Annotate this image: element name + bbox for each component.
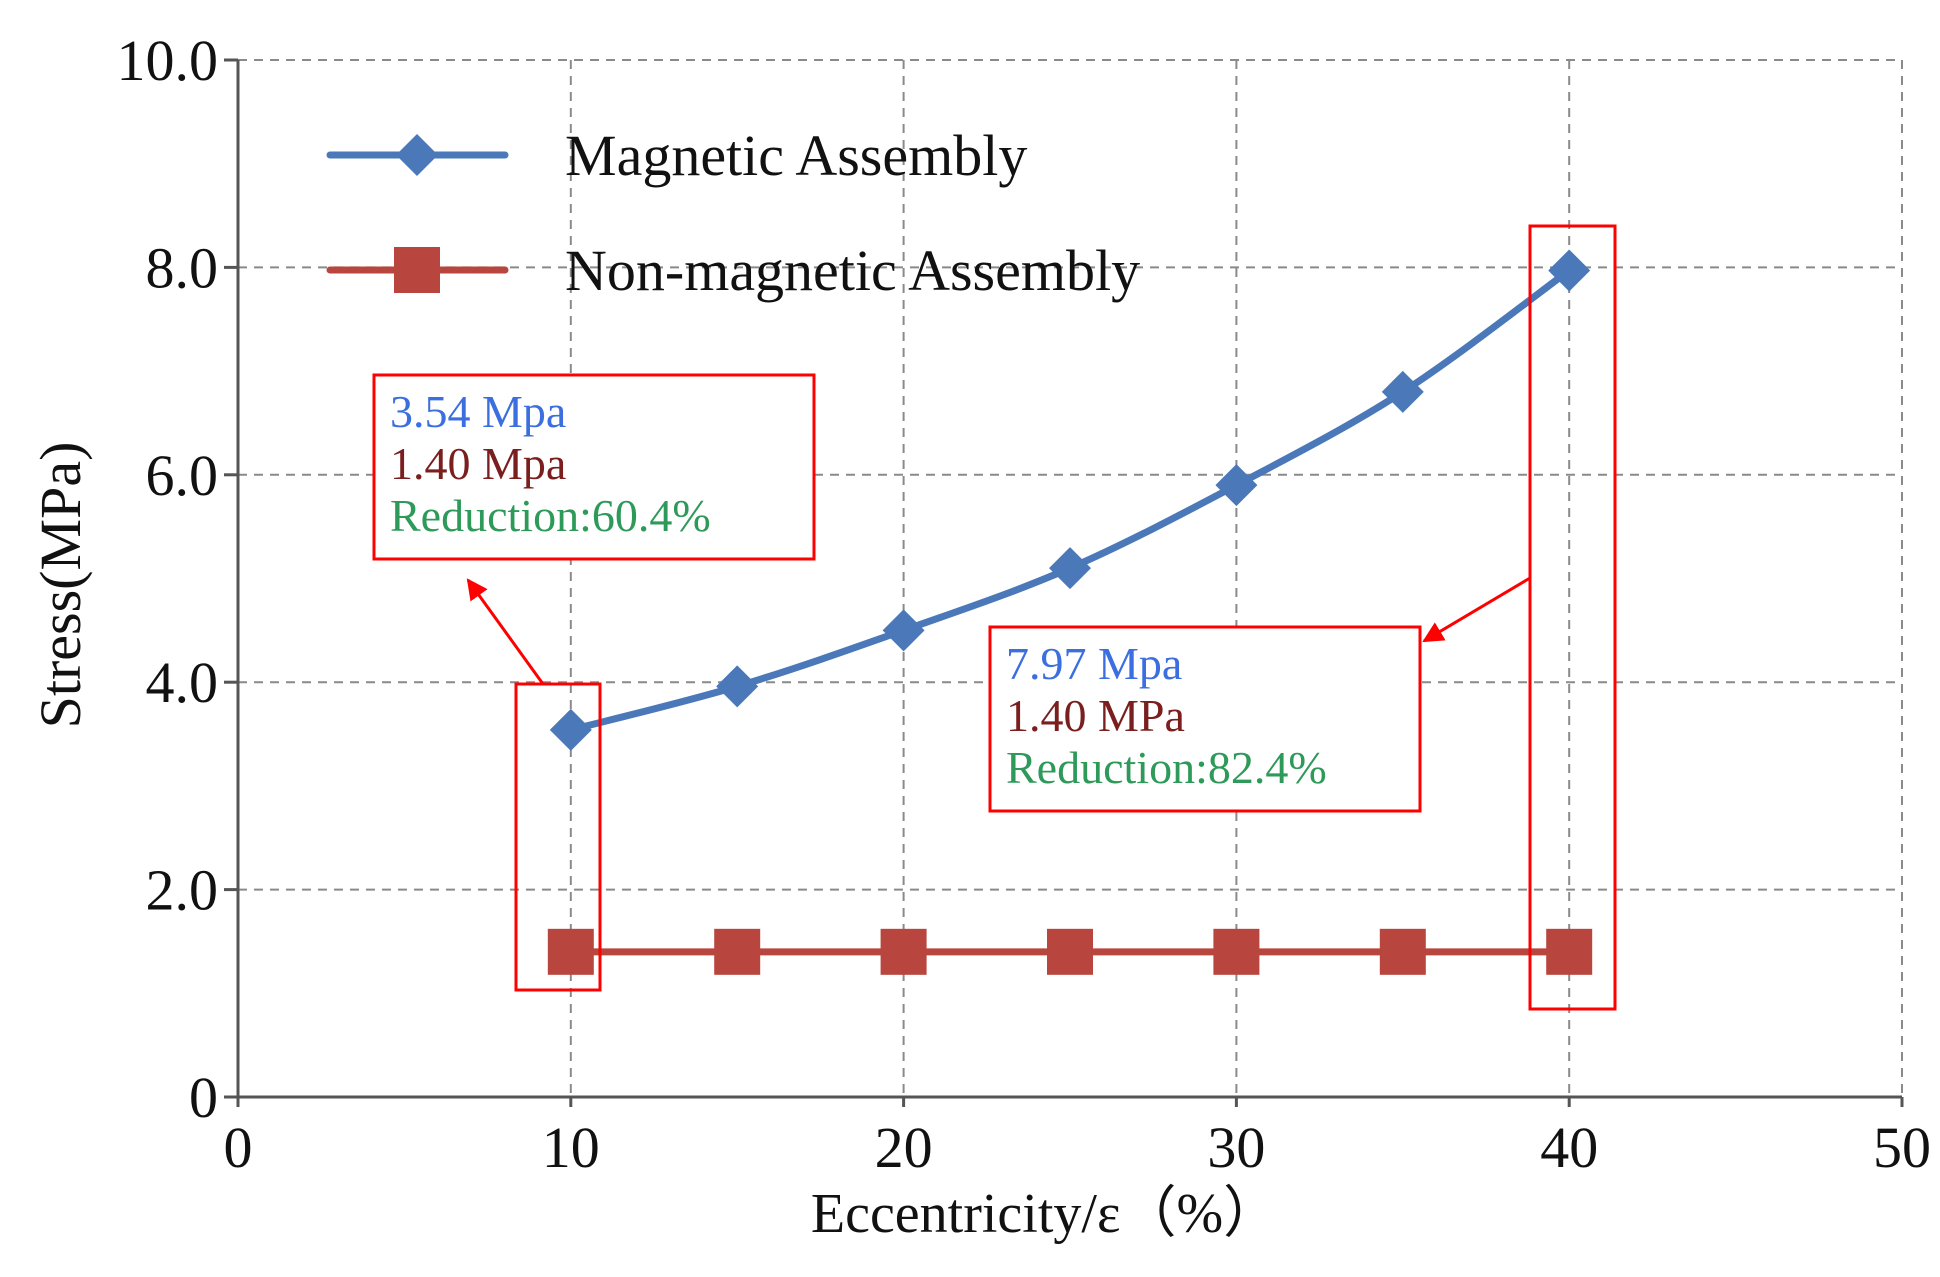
annotation-text: 3.54 Mpa xyxy=(390,386,566,437)
magnetic-data-point xyxy=(1381,370,1424,413)
magnetic-data-point xyxy=(1548,249,1591,292)
y-tick-label: 4.0 xyxy=(146,650,219,715)
x-tick-label: 50 xyxy=(1873,1115,1931,1180)
x-tick-label: 0 xyxy=(224,1115,253,1180)
y-tick-label: 10.0 xyxy=(117,28,219,93)
y-tick-label: 0 xyxy=(189,1065,218,1130)
annotation-arrow-left xyxy=(466,578,545,685)
x-tick-label: 30 xyxy=(1207,1115,1265,1180)
magnetic-data-point xyxy=(1215,464,1258,507)
legend-marker-non-magnetic xyxy=(394,247,440,293)
magnetic-data-point xyxy=(549,708,592,751)
y-tick-label: 6.0 xyxy=(146,443,219,508)
annotation-arrow-right xyxy=(1422,576,1531,643)
non-magnetic-data-point xyxy=(1379,928,1426,975)
x-tick-label: 10 xyxy=(542,1115,600,1180)
annotation-text: 7.97 Mpa xyxy=(1006,638,1182,689)
axes: 0 10 20 30 40 50 0 2.0 4.0 6.0 8.0 10.0 xyxy=(117,28,1932,1180)
non-magnetic-data-point xyxy=(547,928,594,975)
annotation-text: Reduction:82.4% xyxy=(1006,742,1327,793)
non-magnetic-data-point xyxy=(880,928,927,975)
legend-label: Magnetic Assembly xyxy=(565,123,1027,188)
y-tick-label: 2.0 xyxy=(146,858,219,923)
x-axis-title: Eccentricity/ε（%） xyxy=(811,1183,1279,1245)
magnetic-data-point xyxy=(882,609,925,652)
highlight-box-eccentricity-10 xyxy=(514,682,602,992)
non-magnetic-data-point xyxy=(1546,928,1593,975)
highlight-box-eccentricity-40 xyxy=(1528,224,1617,1011)
series xyxy=(547,249,1593,975)
legend-label: Non-magnetic Assembly xyxy=(565,238,1140,303)
non-magnetic-data-point xyxy=(1213,928,1260,975)
legend: Magnetic Assembly Non-magnetic Assembly xyxy=(326,123,1140,303)
non-magnetic-data-point xyxy=(714,928,761,975)
annotation-text: 1.40 Mpa xyxy=(390,438,566,489)
non-magnetic-data-point xyxy=(1047,928,1093,975)
annotation-box-eccentricity-40 xyxy=(988,625,1422,813)
x-tick-label: 20 xyxy=(875,1115,933,1180)
legend-marker-magnetic xyxy=(396,134,438,176)
y-axis-title: Stress(MPa) xyxy=(28,442,93,729)
magnetic-data-point xyxy=(1049,547,1091,590)
x-tick-label: 40 xyxy=(1540,1115,1598,1180)
magnetic-data-point xyxy=(716,665,759,708)
y-tick-label: 8.0 xyxy=(146,235,219,300)
annotation-text: 1.40 MPa xyxy=(1006,690,1185,741)
annotation-box-eccentricity-10 xyxy=(372,373,816,561)
annotation-text: Reduction:60.4% xyxy=(390,490,711,541)
